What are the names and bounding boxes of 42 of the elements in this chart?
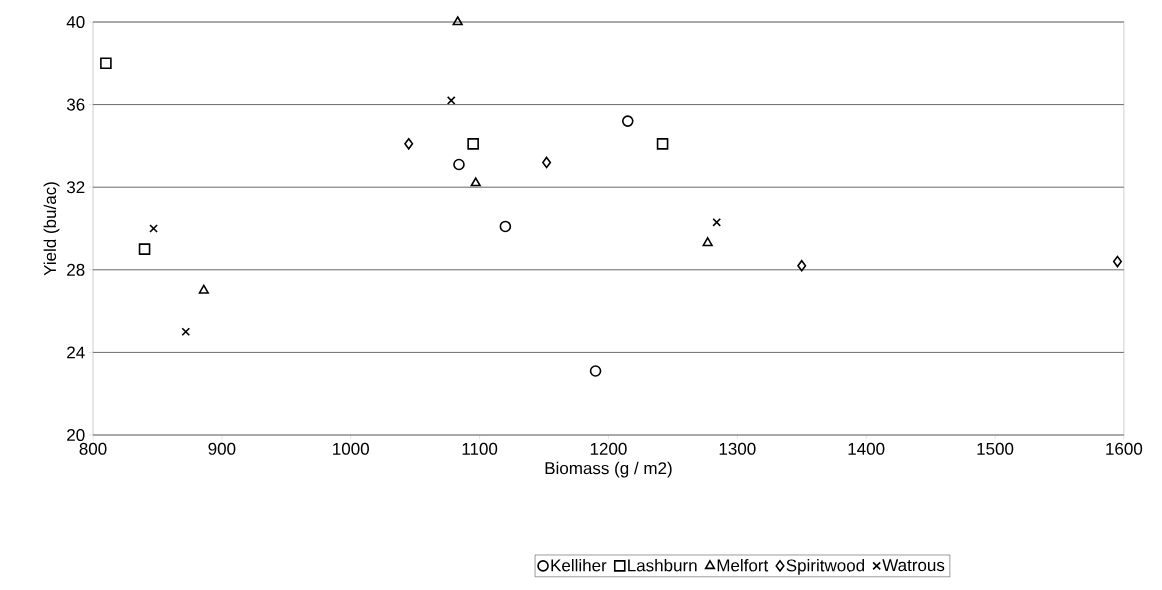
point [138, 243, 151, 255]
x-tick-label: 1200 [590, 442, 627, 455]
y-tick-label: 36 [66, 98, 85, 111]
point [149, 224, 158, 233]
point [198, 284, 209, 294]
legend-label: Kelliher [551, 558, 607, 572]
point [452, 16, 463, 26]
x-tick-label: 1600 [1106, 442, 1143, 455]
point [470, 177, 481, 187]
y-axis-title: Yield (bu/ac) [43, 182, 60, 276]
x-tick-label: 900 [208, 442, 236, 455]
point [542, 156, 552, 169]
legend-label: Lashburn [628, 558, 697, 572]
y-tick-label: 20 [67, 428, 85, 442]
x-tick-label: 1100 [462, 442, 498, 455]
point [499, 220, 512, 233]
point [467, 138, 479, 150]
x-tick-label: 1300 [719, 442, 756, 455]
point [712, 217, 722, 227]
legend-label: Watrous [882, 559, 945, 572]
y-tick-label: 28 [67, 263, 85, 276]
x-tick-label: 1500 [977, 442, 1014, 455]
y-tick-label: 24 [67, 346, 85, 359]
point [656, 138, 669, 150]
x-tick-label: 800 [79, 442, 107, 455]
x-tick-label: 1400 [848, 442, 885, 455]
legend-label: Melfort [717, 558, 769, 572]
legend-label: Spiritwood [786, 558, 865, 575]
point [181, 327, 191, 337]
point [446, 96, 456, 105]
point [621, 115, 634, 127]
point [453, 158, 465, 171]
point [404, 138, 414, 150]
point [1112, 255, 1122, 268]
x-axis-title: Biomass (g / m2) [545, 461, 672, 478]
y-tick-label: 40 [66, 15, 85, 29]
point [100, 57, 112, 70]
x-tick-label: 1000 [333, 442, 369, 455]
y-tick-label: 32 [66, 181, 85, 194]
point [797, 259, 807, 272]
point [702, 237, 713, 247]
point [589, 365, 602, 377]
